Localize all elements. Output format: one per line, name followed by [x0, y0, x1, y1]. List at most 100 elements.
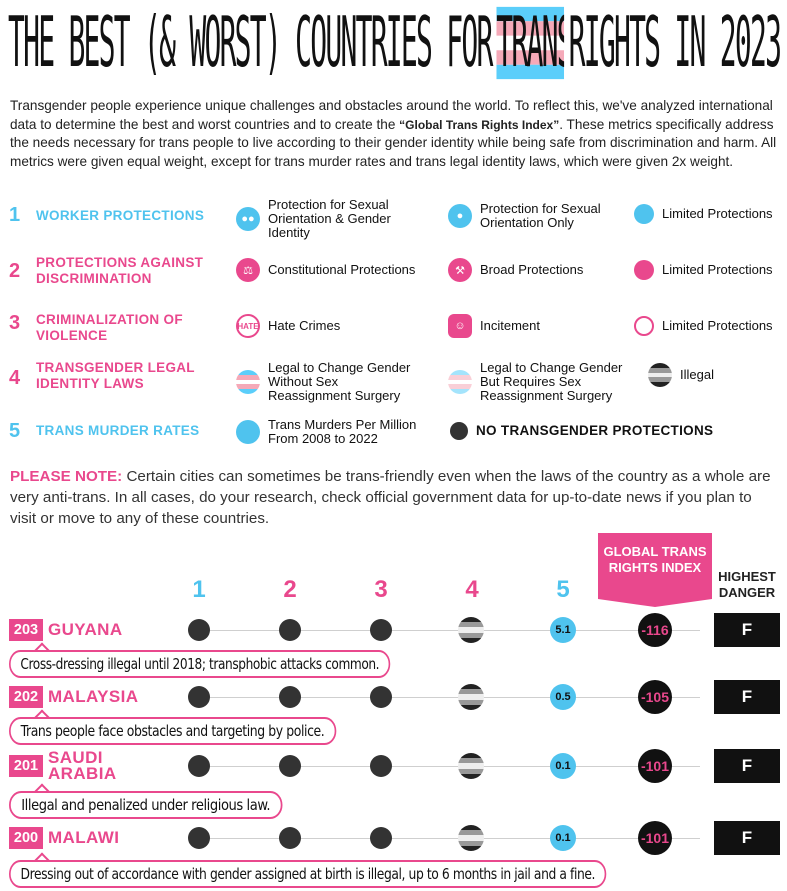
- row-line: [190, 697, 700, 698]
- status-dot: [188, 755, 210, 777]
- legend-category: TRANSGENDER LEGAL IDENTITY LAWS: [36, 360, 195, 391]
- status-dot: [279, 686, 301, 708]
- title-highlight: TRANS: [496, 6, 564, 80]
- legend-category: CRIMINALIZATION OF VIOLENCE: [36, 312, 183, 343]
- legend-item: Legal to Change Gender Without Sex Reass…: [236, 361, 418, 403]
- legend-number: 4: [9, 367, 21, 389]
- title-before: THE BEST (& WORST) COUNTRIES FOR: [8, 2, 493, 84]
- grayscale-flag-icon: [458, 753, 484, 779]
- country-name: MALAWI: [48, 828, 120, 847]
- dark-dot-icon: [450, 422, 468, 440]
- legend-item: Trans Murders Per Million From 2008 to 2…: [236, 418, 438, 446]
- incitement-icon: ☺: [448, 314, 472, 338]
- legend-category: PROTECTIONS AGAINST DISCRIMINATION: [36, 255, 204, 286]
- legend-item-label: Limited Protections: [662, 206, 773, 221]
- legend-item: ⚖ Constitutional Protections: [236, 258, 415, 282]
- worker-icon: ●: [448, 204, 472, 228]
- row-line: [190, 630, 700, 631]
- index-name: “Global Trans Rights Index”: [399, 117, 560, 132]
- grayscale-flag-icon: [458, 617, 484, 643]
- status-dot: [188, 619, 210, 641]
- legend-item-label: Legal to Change Gender But Requires Sex …: [480, 360, 623, 403]
- index-score: -101: [638, 821, 672, 855]
- legend-item: NO TRANSGENDER PROTECTIONS: [450, 422, 713, 440]
- legend-category: WORKER PROTECTIONS: [36, 208, 205, 223]
- rank-badge: 203: [9, 619, 43, 641]
- country-description: Dressing out of accordance with gender a…: [9, 860, 607, 888]
- country-name: GUYANA: [48, 620, 123, 639]
- row-line: [190, 766, 700, 767]
- danger-grade: F: [714, 749, 780, 783]
- column-header-2: 2: [283, 576, 297, 603]
- danger-grade: F: [714, 821, 780, 855]
- legend-number: 1: [9, 204, 21, 226]
- column-header-1: 1: [192, 576, 206, 603]
- workers-group-icon: ●●: [236, 207, 260, 231]
- murder-rate-badge: 0.1: [550, 753, 576, 779]
- column-header-4: 4: [465, 576, 479, 603]
- legend-item: Limited Protections: [634, 260, 773, 280]
- legend-item-label: Hate Crimes: [268, 318, 341, 333]
- legend-category: TRANS MURDER RATES: [36, 423, 200, 438]
- hate-crimes-icon: HATE: [236, 314, 260, 338]
- trans-flag-highlight: TRANS: [496, 6, 564, 80]
- status-dot: [188, 686, 210, 708]
- note-text: Certain cities can sometimes be trans-fr…: [10, 468, 771, 527]
- legend-item-label: Legal to Change Gender Without Sex Reass…: [268, 360, 411, 403]
- murder-rate-icon: [236, 420, 260, 444]
- legend-item-label: Protection for Sexual Orientation Only: [480, 201, 601, 230]
- grayscale-flag-icon: [458, 825, 484, 851]
- rank-badge: 200: [9, 827, 43, 849]
- legend-item: ●● Protection for Sexual Orientation & G…: [236, 198, 418, 240]
- legend-item: HATE Hate Crimes: [236, 314, 340, 338]
- legend-number: 5: [9, 420, 21, 442]
- blue-dot-icon: [634, 204, 654, 224]
- legend-item-label: Limited Protections: [662, 262, 773, 277]
- status-dot: [370, 686, 392, 708]
- legend-item: ⚒ Broad Protections: [448, 258, 583, 282]
- legend-item-label: Incitement: [480, 318, 540, 333]
- country-name: SAUDI ARABIA: [48, 748, 117, 783]
- faded-trans-flag-icon: [448, 370, 472, 394]
- intro-text-1: Transgender people experience unique cha…: [10, 98, 773, 132]
- intro-paragraph: Transgender people experience unique cha…: [10, 97, 778, 171]
- legend-item: Limited Protections: [634, 204, 773, 224]
- gavel-icon: ⚒: [448, 258, 472, 282]
- index-score: -101: [638, 749, 672, 783]
- rank-badge: 201: [9, 755, 43, 777]
- index-column-header: GLOBAL TRANS RIGHTS INDEX: [598, 533, 712, 599]
- country-description: Trans people face obstacles and targetin…: [9, 717, 336, 745]
- legend-item-label: NO TRANSGENDER PROTECTIONS: [476, 423, 714, 438]
- rank-badge: 202: [9, 686, 43, 708]
- legend-item-label: Constitutional Protections: [268, 262, 416, 277]
- page-title: THE BEST (& WORST) COUNTRIES FOR TRANS R…: [8, 0, 782, 100]
- legend-item-label: Limited Protections: [662, 318, 773, 333]
- title-after: RIGHTS IN 2023: [568, 2, 782, 84]
- danger-grade: F: [714, 613, 780, 647]
- index-header-tab: [598, 599, 712, 607]
- danger-grade: F: [714, 680, 780, 714]
- grayscale-flag-icon: [458, 684, 484, 710]
- status-dot: [279, 755, 301, 777]
- index-score: -105: [638, 680, 672, 714]
- legend-item: Illegal: [648, 363, 714, 387]
- country-description: Cross-dressing illegal until 2018; trans…: [9, 650, 391, 678]
- note-label: PLEASE NOTE:: [10, 468, 123, 485]
- scales-icon: ⚖: [236, 258, 260, 282]
- status-dot: [370, 755, 392, 777]
- legend-item: Legal to Change Gender But Requires Sex …: [448, 361, 640, 403]
- country-name: MALAYSIA: [48, 687, 139, 706]
- trans-flag-icon: [236, 370, 260, 394]
- danger-column-header: HIGHEST DANGER: [718, 569, 776, 600]
- country-description: Illegal and penalized under religious la…: [9, 791, 283, 819]
- legend-item: Limited Protections: [634, 316, 773, 336]
- status-dot: [188, 827, 210, 849]
- murder-rate-badge: 0.5: [550, 684, 576, 710]
- legend-number: 3: [9, 312, 21, 334]
- legend-item-label: Broad Protections: [480, 262, 584, 277]
- legend-item: ● Protection for Sexual Orientation Only: [448, 202, 620, 230]
- legend-item-label: Trans Murders Per Million From 2008 to 2…: [268, 417, 417, 446]
- pink-dot-icon: [634, 260, 654, 280]
- column-header-5: 5: [556, 576, 570, 603]
- column-header-3: 3: [374, 576, 388, 603]
